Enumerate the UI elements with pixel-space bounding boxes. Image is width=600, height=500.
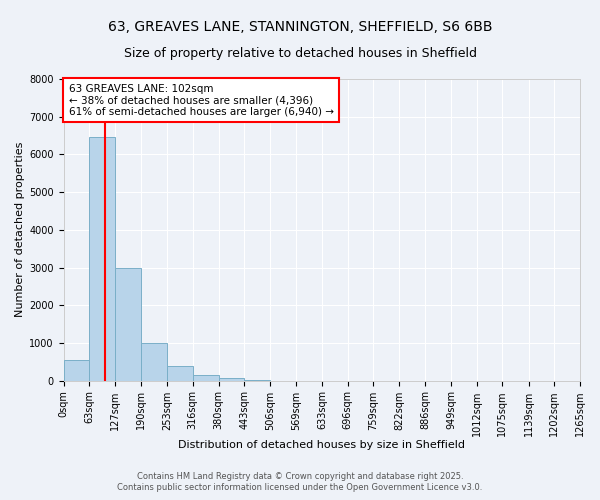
Bar	[141, 343, 167, 380]
Text: Size of property relative to detached houses in Sheffield: Size of property relative to detached ho…	[124, 48, 476, 60]
Bar	[193, 375, 218, 380]
X-axis label: Distribution of detached houses by size in Sheffield: Distribution of detached houses by size …	[178, 440, 465, 450]
Bar	[218, 378, 244, 380]
Bar	[64, 360, 89, 380]
Text: 63, GREAVES LANE, STANNINGTON, SHEFFIELD, S6 6BB: 63, GREAVES LANE, STANNINGTON, SHEFFIELD…	[108, 20, 492, 34]
Bar	[167, 366, 193, 380]
Bar	[89, 138, 115, 380]
Bar	[115, 268, 141, 380]
Text: Contains HM Land Registry data © Crown copyright and database right 2025.: Contains HM Land Registry data © Crown c…	[137, 472, 463, 481]
Y-axis label: Number of detached properties: Number of detached properties	[15, 142, 25, 318]
Text: 63 GREAVES LANE: 102sqm
← 38% of detached houses are smaller (4,396)
61% of semi: 63 GREAVES LANE: 102sqm ← 38% of detache…	[68, 84, 334, 116]
Text: Contains public sector information licensed under the Open Government Licence v3: Contains public sector information licen…	[118, 484, 482, 492]
